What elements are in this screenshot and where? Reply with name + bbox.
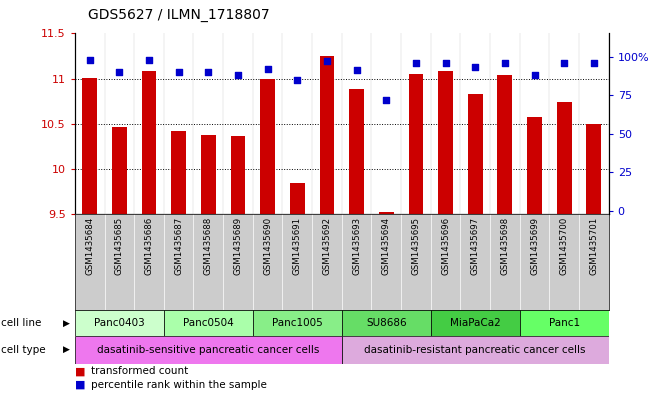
Point	[381, 97, 391, 103]
Point	[440, 60, 450, 66]
Text: ■: ■	[75, 380, 85, 390]
Point	[173, 69, 184, 75]
Text: GSM1435692: GSM1435692	[322, 217, 331, 275]
Text: Panc0504: Panc0504	[183, 318, 234, 328]
Bar	[342, 310, 431, 336]
Point	[233, 72, 243, 78]
Text: GDS5627 / ILMN_1718807: GDS5627 / ILMN_1718807	[88, 7, 270, 22]
Text: GSM1435698: GSM1435698	[501, 217, 509, 275]
Text: GSM1435693: GSM1435693	[352, 217, 361, 275]
Point	[352, 67, 362, 73]
Text: dasatinib-resistant pancreatic cancer cells: dasatinib-resistant pancreatic cancer ce…	[365, 345, 586, 355]
Text: cell line: cell line	[1, 318, 42, 328]
Point	[411, 60, 421, 66]
Text: GSM1435686: GSM1435686	[145, 217, 154, 275]
Text: SU8686: SU8686	[366, 318, 407, 328]
Point	[322, 58, 332, 64]
Bar	[409, 74, 423, 214]
Bar	[75, 310, 164, 336]
Bar	[260, 79, 275, 214]
Text: GSM1435694: GSM1435694	[381, 217, 391, 275]
Text: ▶: ▶	[62, 319, 70, 328]
Text: GSM1435696: GSM1435696	[441, 217, 450, 275]
Point	[114, 69, 124, 75]
Bar	[497, 75, 512, 214]
Bar	[587, 124, 602, 214]
Bar	[142, 72, 156, 214]
Point	[262, 66, 273, 72]
Point	[500, 60, 510, 66]
Text: GSM1435685: GSM1435685	[115, 217, 124, 275]
Bar	[320, 56, 335, 214]
Bar	[230, 136, 245, 214]
Text: GSM1435691: GSM1435691	[293, 217, 302, 275]
Bar	[431, 310, 519, 336]
Text: Panc1005: Panc1005	[272, 318, 323, 328]
Bar	[201, 135, 215, 214]
Point	[559, 60, 570, 66]
Text: percentile rank within the sample: percentile rank within the sample	[91, 380, 267, 390]
Text: ■: ■	[75, 366, 85, 376]
Bar	[75, 336, 342, 364]
Bar	[290, 184, 305, 214]
Text: GSM1435687: GSM1435687	[174, 217, 183, 275]
Text: GSM1435688: GSM1435688	[204, 217, 213, 275]
Text: GSM1435701: GSM1435701	[589, 217, 598, 275]
Text: GSM1435695: GSM1435695	[411, 217, 421, 275]
Point	[144, 57, 154, 63]
Point	[203, 69, 214, 75]
Bar	[171, 131, 186, 214]
Bar	[527, 118, 542, 214]
Text: cell type: cell type	[1, 345, 46, 355]
Text: transformed count: transformed count	[91, 366, 188, 376]
Bar	[342, 336, 609, 364]
Point	[85, 57, 95, 63]
Text: GSM1435689: GSM1435689	[234, 217, 242, 275]
Bar	[438, 72, 453, 214]
Bar	[557, 102, 572, 214]
Point	[589, 60, 599, 66]
Text: dasatinib-sensitive pancreatic cancer cells: dasatinib-sensitive pancreatic cancer ce…	[97, 345, 320, 355]
Point	[470, 64, 480, 70]
Text: Panc1: Panc1	[549, 318, 580, 328]
Text: GSM1435690: GSM1435690	[263, 217, 272, 275]
Bar	[468, 94, 482, 214]
Text: GSM1435700: GSM1435700	[560, 217, 569, 275]
Text: GSM1435699: GSM1435699	[530, 217, 539, 275]
Bar	[112, 127, 127, 214]
Point	[529, 72, 540, 78]
Text: ▶: ▶	[62, 345, 70, 354]
Text: MiaPaCa2: MiaPaCa2	[450, 318, 501, 328]
Text: GSM1435697: GSM1435697	[471, 217, 480, 275]
Bar	[253, 310, 342, 336]
Bar	[164, 310, 253, 336]
Bar	[349, 90, 364, 214]
Bar	[379, 212, 394, 214]
Text: Panc0403: Panc0403	[94, 318, 145, 328]
Bar	[519, 310, 609, 336]
Point	[292, 77, 303, 83]
Text: GSM1435684: GSM1435684	[85, 217, 94, 275]
Bar	[82, 78, 97, 214]
